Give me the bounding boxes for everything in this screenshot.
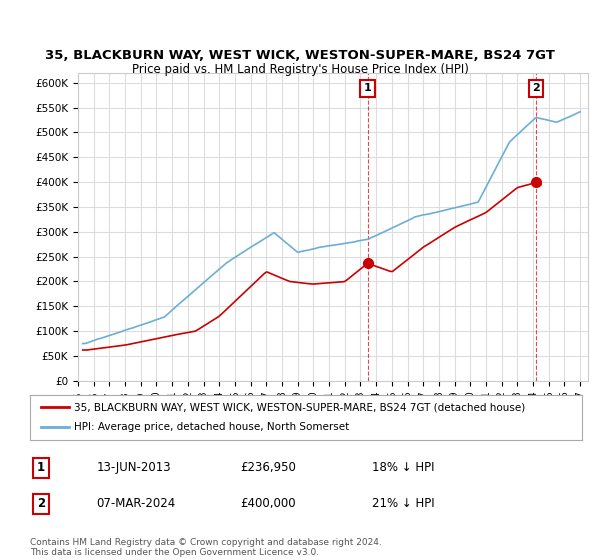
Text: 35, BLACKBURN WAY, WEST WICK, WESTON-SUPER-MARE, BS24 7GT (detached house): 35, BLACKBURN WAY, WEST WICK, WESTON-SUP… — [74, 402, 526, 412]
Text: 2: 2 — [37, 497, 45, 510]
Text: 1: 1 — [37, 461, 45, 474]
Text: Price paid vs. HM Land Registry's House Price Index (HPI): Price paid vs. HM Land Registry's House … — [131, 63, 469, 76]
Text: 1: 1 — [364, 83, 371, 93]
Text: 21% ↓ HPI: 21% ↓ HPI — [372, 497, 435, 510]
Text: 35, BLACKBURN WAY, WEST WICK, WESTON-SUPER-MARE, BS24 7GT: 35, BLACKBURN WAY, WEST WICK, WESTON-SUP… — [45, 49, 555, 62]
Text: 07-MAR-2024: 07-MAR-2024 — [96, 497, 175, 510]
Text: Contains HM Land Registry data © Crown copyright and database right 2024.
This d: Contains HM Land Registry data © Crown c… — [30, 538, 382, 557]
Text: HPI: Average price, detached house, North Somerset: HPI: Average price, detached house, Nort… — [74, 422, 349, 432]
Text: 2: 2 — [532, 83, 539, 93]
Text: £236,950: £236,950 — [240, 461, 296, 474]
Text: 13-JUN-2013: 13-JUN-2013 — [96, 461, 171, 474]
Text: £400,000: £400,000 — [240, 497, 295, 510]
Text: 18% ↓ HPI: 18% ↓ HPI — [372, 461, 435, 474]
